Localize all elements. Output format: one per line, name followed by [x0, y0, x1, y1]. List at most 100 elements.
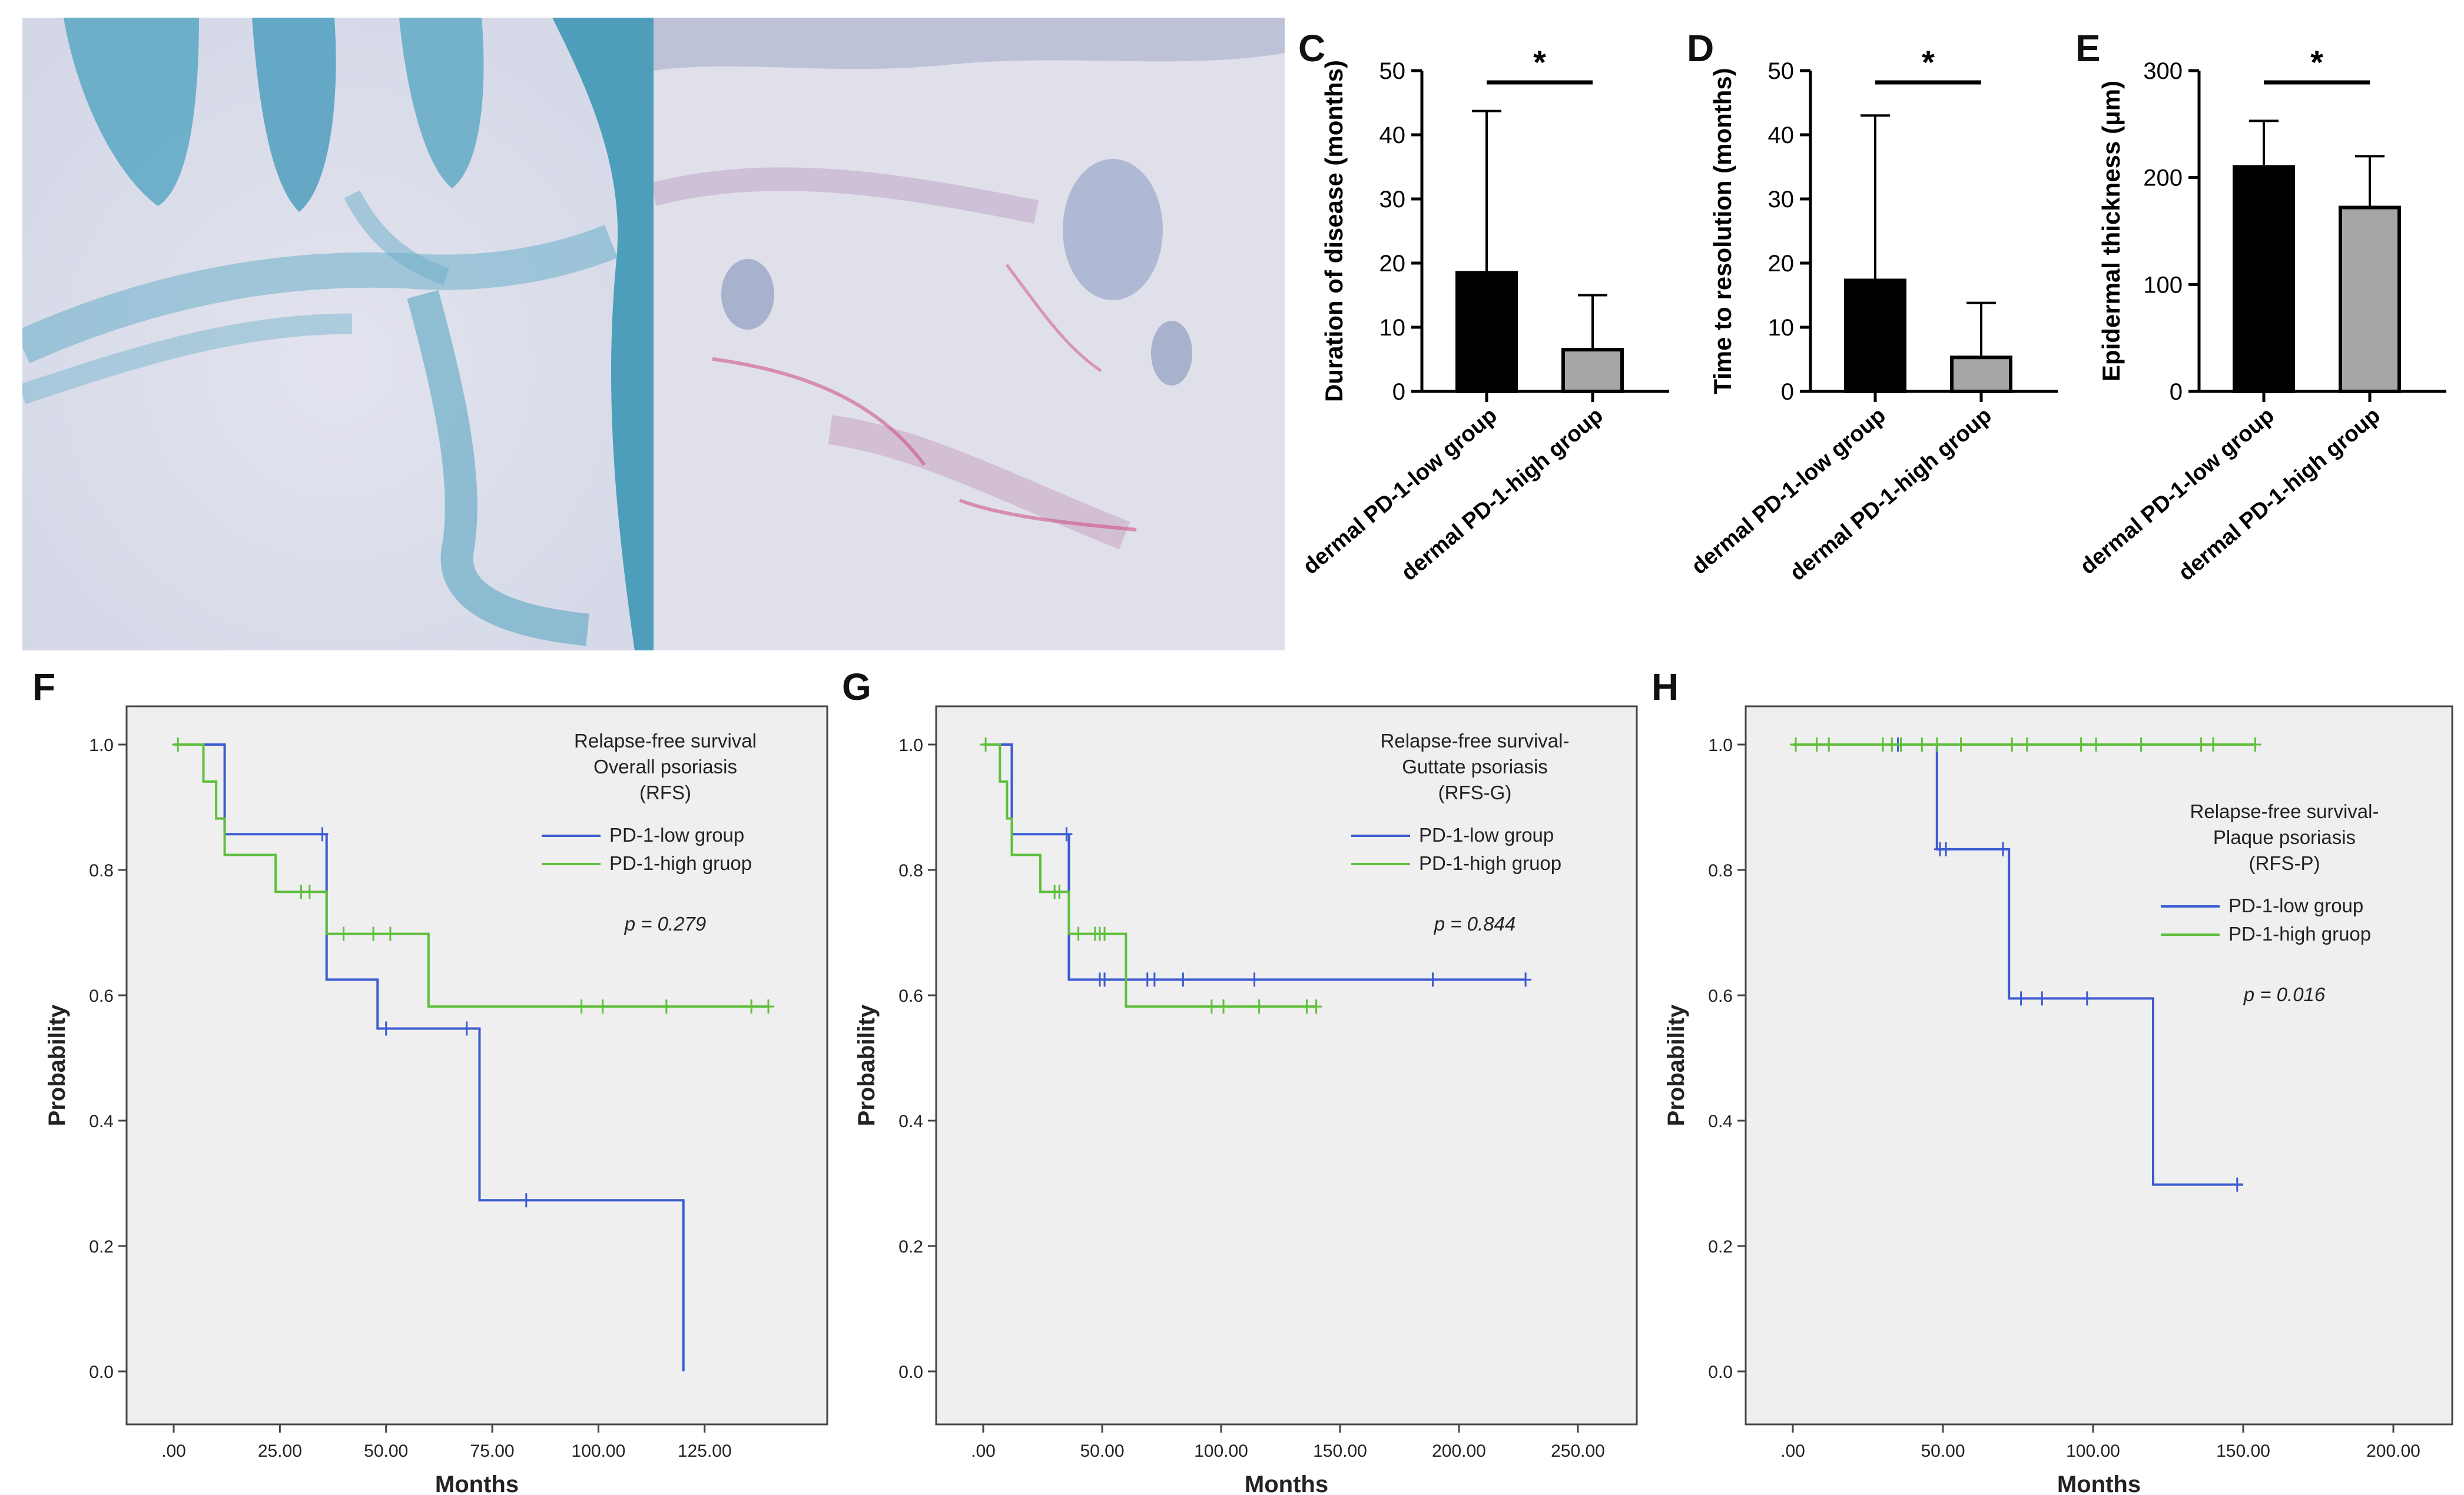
- y-tick-label: 0.6: [898, 986, 923, 1006]
- y-tick-label: 10: [1379, 315, 1406, 341]
- x-tick-label: 100.00: [2066, 1441, 2120, 1461]
- censor-mark: [1248, 972, 1261, 987]
- panel-letter-d: D: [1687, 27, 1714, 69]
- y-axis-label: Probability: [1663, 1004, 1689, 1126]
- censor-mark: [1955, 737, 1967, 752]
- y-tick-label: 300: [2143, 58, 2183, 84]
- y-tick-label: 50: [1379, 58, 1406, 84]
- censor-mark: [520, 1193, 532, 1208]
- p-value: p = 0.016: [2243, 984, 2326, 1005]
- censor-mark: [1810, 737, 1823, 752]
- y-tick-label: 0.2: [898, 1237, 923, 1257]
- y-axis-label: Time to resolution (months): [1709, 68, 1736, 394]
- legend-entry: PD-1-high gruop: [2228, 923, 2371, 945]
- legend-title-line: (RFS-P): [2249, 852, 2320, 874]
- y-tick-label: 40: [1768, 122, 1795, 148]
- y-tick-label: 0.8: [89, 861, 114, 881]
- plot-frame: [935, 705, 1638, 1426]
- significance-marker: *: [2310, 44, 2323, 81]
- legend-title-line: Relapse-free survival: [574, 730, 757, 752]
- censor-mark: [1072, 926, 1085, 941]
- x-tick-label: 200.00: [2366, 1441, 2420, 1461]
- y-tick-label: 0.4: [1708, 1112, 1733, 1131]
- x-axis-label: Months: [435, 1471, 519, 1495]
- panel-letter-c: C: [1298, 27, 1326, 69]
- bar: [2339, 205, 2401, 393]
- legend-title-line: Plaque psoriasis: [2213, 826, 2356, 848]
- x-tick-label: dermal PD-1-high group: [1397, 403, 1608, 586]
- censor-mark: [745, 999, 758, 1014]
- x-tick-label: 100.00: [572, 1441, 626, 1461]
- censor-mark: [1310, 999, 1322, 1014]
- legend-title-line: Overall psoriasis: [593, 756, 737, 778]
- y-tick-label: 0: [1781, 379, 1794, 405]
- survival-curve-high: [174, 743, 768, 1008]
- y-tick-label: 0.8: [898, 861, 923, 881]
- x-tick-label: 250.00: [1551, 1441, 1605, 1461]
- censor-mark: [1427, 972, 1439, 987]
- y-tick-label: 1.0: [1708, 736, 1733, 755]
- censor-mark: [303, 885, 316, 899]
- x-tick-label: dermal PD-1-high group: [2174, 403, 2385, 586]
- significance-marker: *: [1922, 44, 1935, 81]
- censor-mark: [2207, 737, 2219, 752]
- p-value: p = 0.844: [1434, 913, 1516, 935]
- x-tick-label: 25.00: [258, 1441, 302, 1461]
- x-tick-label: 150.00: [2216, 1441, 2270, 1461]
- censor-mark: [1053, 885, 1066, 899]
- censor-mark: [316, 827, 329, 842]
- y-axis-label: Duration of disease (months): [1320, 60, 1348, 402]
- censor-mark: [762, 999, 774, 1014]
- x-tick-label: .00: [1780, 1441, 1805, 1461]
- x-tick-label: 200.00: [1432, 1441, 1486, 1461]
- y-tick-label: 0.0: [89, 1363, 114, 1382]
- censor-mark: [2006, 737, 2018, 752]
- bar: [1950, 356, 2012, 393]
- x-tick-label: 50.00: [364, 1441, 408, 1461]
- bar: [1561, 348, 1624, 394]
- y-axis-label: Epidermal thickness (μm): [2097, 81, 2125, 381]
- censor-mark: [1060, 827, 1073, 842]
- legend-title-line: Relapse-free survival-: [2190, 800, 2379, 822]
- km-plot-h: .00 50.00 100.00 150.00 200.00 0.0 0.2 0.4 0.6 0.…: [1663, 705, 2453, 1495]
- censor-mark: [575, 999, 588, 1014]
- censor-mark: [1931, 737, 1943, 752]
- y-tick-label: 0: [2170, 379, 2183, 405]
- censor-mark: [2090, 737, 2102, 752]
- bar: [2233, 165, 2295, 393]
- legend-title-line: (RFS): [639, 782, 691, 803]
- y-tick-label: 20: [1768, 251, 1795, 277]
- plot-frame: [1745, 705, 2453, 1426]
- x-tick-label: 50.00: [1080, 1441, 1124, 1461]
- legend-entry: PD-1-low group: [1419, 824, 1554, 846]
- x-tick-label: 150.00: [1313, 1441, 1367, 1461]
- survival-curve-high: [983, 743, 1316, 1008]
- censor-mark: [1520, 972, 1532, 987]
- legend-title-line: (RFS-G): [1438, 782, 1512, 803]
- x-tick-label: 125.00: [678, 1441, 732, 1461]
- legend-title-line: Guttate psoriasis: [1402, 756, 1548, 778]
- y-tick-label: 10: [1768, 315, 1795, 341]
- y-tick-label: 40: [1379, 122, 1406, 148]
- censor-mark: [1177, 972, 1189, 987]
- censor-mark: [1790, 737, 1802, 752]
- y-tick-label: 0.0: [898, 1363, 923, 1382]
- censor-mark: [2135, 737, 2147, 752]
- censor-mark: [1916, 737, 1928, 752]
- km-plot-g: .00 50.00 100.00 150.00 200.00 250.00 0.0 0.2 0.…: [854, 705, 1638, 1495]
- legend-entry: PD-1-high gruop: [1419, 852, 1561, 874]
- panel-letter-e: E: [2075, 27, 2101, 69]
- y-tick-label: 1.0: [89, 736, 114, 755]
- censor-mark: [460, 1021, 473, 1036]
- x-tick-label: 50.00: [1921, 1441, 1965, 1461]
- panel-letter-f: F: [32, 666, 56, 708]
- censor-mark: [1895, 737, 1907, 752]
- censor-mark: [2081, 991, 2093, 1006]
- panel-letter-h: H: [1651, 666, 1679, 708]
- y-tick-label: 0.4: [898, 1112, 923, 1131]
- censor-mark: [367, 926, 380, 941]
- censor-mark: [1940, 842, 1952, 856]
- y-tick-label: 200: [2143, 165, 2183, 191]
- censor-mark: [2021, 737, 2033, 752]
